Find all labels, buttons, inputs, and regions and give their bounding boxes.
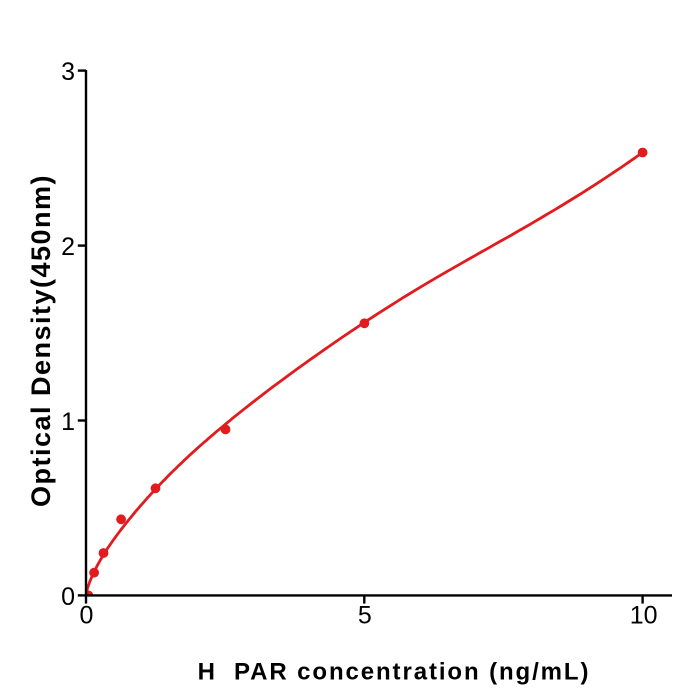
- svg-text:3: 3: [61, 58, 75, 86]
- svg-text:5: 5: [358, 602, 372, 630]
- svg-text:1: 1: [61, 408, 75, 436]
- svg-text:0: 0: [80, 602, 94, 630]
- svg-text:Optical Density(450nm): Optical Density(450nm): [26, 174, 56, 507]
- svg-text:H PAR concentration (ng/mL): H PAR concentration (ng/mL): [198, 658, 591, 685]
- svg-text:2: 2: [61, 233, 75, 261]
- svg-text:10: 10: [630, 602, 658, 630]
- svg-text:0: 0: [61, 583, 75, 611]
